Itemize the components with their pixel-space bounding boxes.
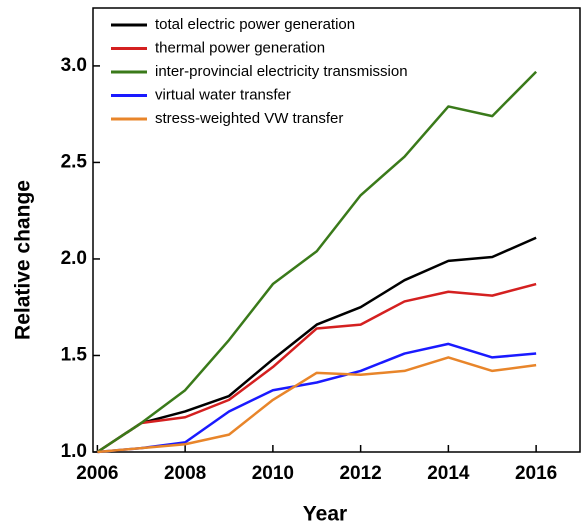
x-axis-label: Year bbox=[303, 503, 347, 526]
series-line bbox=[96, 70, 538, 454]
y-tick-label: 2.0 bbox=[61, 248, 87, 269]
y-axis-label: Relative change bbox=[12, 180, 35, 340]
series-line bbox=[97, 342, 537, 454]
legend-label: total electric power generation bbox=[155, 16, 355, 33]
series-line bbox=[97, 356, 537, 454]
x-tick-label: 2016 bbox=[515, 463, 557, 484]
y-tick-label: 1.0 bbox=[61, 441, 87, 462]
series-line bbox=[96, 236, 537, 454]
legend-label: thermal power generation bbox=[155, 39, 325, 56]
series-line bbox=[96, 282, 537, 454]
legend-label: inter-provincial electricity transmissio… bbox=[155, 63, 408, 80]
x-tick-label: 2010 bbox=[252, 463, 294, 484]
legend-label: stress-weighted VW transfer bbox=[155, 110, 343, 127]
y-tick-label: 3.0 bbox=[61, 55, 87, 76]
x-tick-label: 2006 bbox=[76, 463, 118, 484]
plot-frame bbox=[92, 7, 581, 453]
legend-label: virtual water transfer bbox=[155, 86, 291, 103]
y-tick-label: 1.5 bbox=[61, 344, 88, 365]
x-tick-label: 2008 bbox=[164, 463, 206, 484]
x-tick-label: 2012 bbox=[339, 463, 381, 484]
x-tick-label: 2014 bbox=[427, 463, 470, 484]
y-tick-label: 2.5 bbox=[61, 151, 88, 172]
